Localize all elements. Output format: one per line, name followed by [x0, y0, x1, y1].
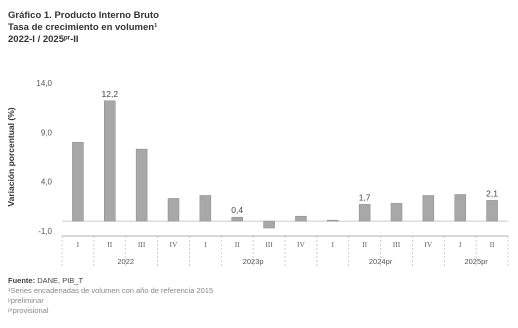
bar — [72, 141, 84, 222]
bar — [263, 220, 275, 229]
chart-subtitle: Tasa de crecimiento en volumen¹ — [8, 22, 158, 33]
source-text: DANE, PIB_T — [37, 276, 84, 285]
bar — [167, 198, 180, 222]
chart-notes: Fuente: DANE, PIB_T ¹Series encadenadas … — [8, 276, 213, 316]
bar — [231, 216, 243, 222]
quarter-label: III — [138, 240, 146, 249]
chart-title: Gráfico 1. Producto Interno Bruto — [8, 10, 159, 21]
bar — [327, 219, 339, 222]
footnote-series: ¹Series encadenadas de volumen con año d… — [8, 286, 214, 295]
y-tick-label: 14,0 — [36, 79, 52, 88]
quarter-label: I — [459, 240, 462, 249]
bar — [422, 195, 435, 222]
quarter-label: II — [362, 240, 367, 249]
data-label: 2,1 — [486, 188, 498, 198]
y-tick-label: 9,0 — [41, 128, 53, 137]
quarter-label: IV — [170, 240, 178, 249]
year-label: 2022 — [117, 257, 134, 266]
bar — [486, 200, 498, 222]
data-label: 0,4 — [231, 205, 243, 215]
chart-period: 2022-I / 2025ᵖʳ-II — [8, 34, 79, 45]
bar — [295, 215, 307, 222]
y-axis-label: Variación porcentual (%) — [6, 107, 16, 206]
quarter-label: III — [265, 240, 273, 249]
bar — [135, 148, 148, 222]
quarter-label: II — [235, 240, 240, 249]
year-label: 2023p — [243, 257, 264, 266]
quarter-label: I — [204, 240, 207, 249]
quarter-label: I — [77, 240, 80, 249]
quarter-label: II — [107, 240, 112, 249]
quarter-label: II — [490, 240, 495, 249]
y-tick-label: -1,0 — [38, 227, 52, 236]
data-label: 1,7 — [359, 192, 371, 202]
chart-title-block: Gráfico 1. Producto Interno Bruto Tasa d… — [8, 10, 159, 46]
bar — [390, 203, 403, 222]
footnote-preliminary: ᵖpreliminar — [8, 296, 44, 305]
quarter-label: III — [393, 240, 401, 249]
quarter-label: IV — [297, 240, 305, 249]
footnote-provisional: ᵖʳprovisional — [8, 306, 49, 315]
quarter-label: IV — [424, 240, 432, 249]
year-label: 2025pr — [464, 257, 488, 266]
bar — [199, 195, 212, 222]
source-label: Fuente: — [8, 276, 36, 285]
source-note: Fuente: DANE, PIB_T — [8, 276, 213, 286]
bar — [358, 204, 371, 222]
bar — [104, 100, 116, 222]
data-label: 12,2 — [102, 89, 119, 99]
y-tick-label: 4,0 — [41, 178, 53, 187]
bar — [454, 194, 466, 222]
quarter-label: I — [332, 240, 335, 249]
year-label: 2024pr — [369, 257, 393, 266]
